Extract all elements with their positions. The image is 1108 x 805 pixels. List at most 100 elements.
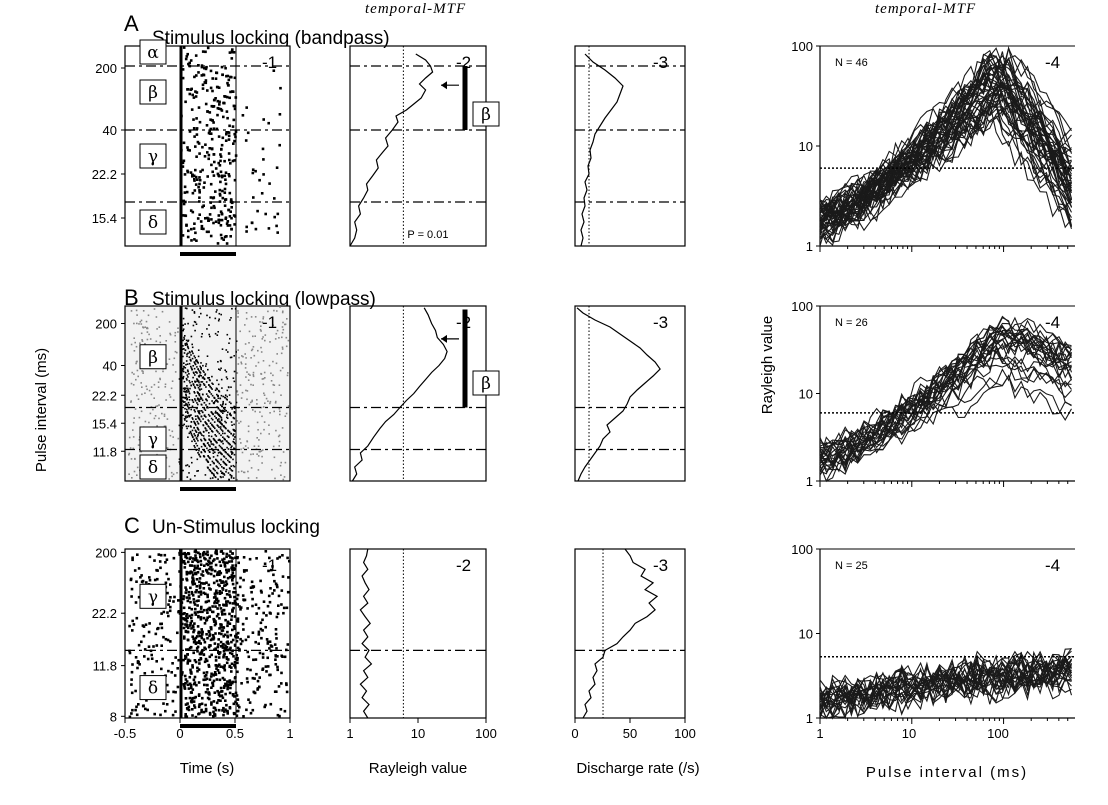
raster-spike [147,630,151,634]
raster-spike [244,139,248,142]
raster-spike [221,430,224,432]
raster-spike [197,71,200,74]
raster-spike [195,418,197,420]
raster-spike [256,688,259,691]
raster-spike [211,431,214,433]
raster-spike [198,191,201,194]
raster-ytick-label: 22.2 [92,167,117,182]
raster-spike [188,432,191,435]
raster-spike [204,657,208,661]
raster-spike [209,196,213,199]
raster-spike [185,377,188,380]
raster-spike [243,598,247,602]
raster-spike [233,447,235,449]
raster-spike [214,434,216,436]
raster-spike [278,384,281,386]
raster-spike [134,457,136,460]
raster-spike [236,372,239,374]
raster-spike [174,334,176,337]
raster-spike [233,643,237,647]
raster-spike [183,635,186,638]
raster-spike [257,445,260,447]
raster-spike [200,451,203,454]
raster-spike [205,600,209,603]
raster-spike [267,121,270,125]
raster-spike [228,124,231,128]
raster-spike [209,316,211,319]
raster-spike [141,579,145,583]
raster-spike [285,412,288,415]
raster-spike [225,409,227,412]
raster-spike [186,385,188,387]
raster-spike [188,350,191,353]
raster-spike [164,386,167,388]
raster-spike [236,646,240,650]
raster-spike [227,560,231,563]
raster-spike [188,614,191,618]
raster-spike [260,636,263,640]
raster-spike [257,455,260,457]
raster-spike [210,443,213,445]
raster-spike [169,640,172,643]
raster-spike [214,632,217,635]
raster-spike [250,401,252,404]
raster-spike [197,590,200,594]
raster-spike [227,459,229,462]
raster-spike [267,310,269,313]
raster-spike [224,396,226,399]
raster-spike [193,433,195,435]
raster-spike [219,564,223,567]
band-arrowhead [441,334,447,343]
raster-spike [187,412,189,414]
raster-spike [263,421,266,423]
raster-spike [266,665,270,668]
raster-spike [140,640,143,644]
raster-spike [214,563,218,567]
raster-spike [236,390,239,392]
raster-spike [232,655,235,658]
raster-spike [184,407,186,410]
raster-spike [212,121,215,124]
raster-spike [201,50,205,53]
raster-spike [193,675,197,679]
raster-spike [193,222,196,225]
raster-spike [276,212,280,216]
raster-spike [256,209,259,213]
raster-spike [172,436,174,438]
raster-spike [205,404,207,406]
raster-spike [183,387,186,390]
raster-spike [207,663,210,667]
raster-spike [225,464,228,466]
raster-spike [165,340,167,342]
raster-spike [208,129,211,132]
raster-spike [230,670,233,673]
raster-spike [260,591,263,594]
raster-spike [228,460,230,463]
raster-spike [212,581,216,585]
raster-ytick-label: 11.8 [93,444,117,459]
raster-spike [223,664,226,667]
raster-spike [187,687,191,690]
raster-spike [230,433,233,435]
raster-spike [283,709,287,713]
raster-spike [230,615,234,618]
raster-spike [282,321,284,324]
raster-spike [197,632,200,635]
raster-spike [279,410,281,413]
raster-spike [168,478,170,480]
raster-spike [200,445,203,448]
raster-spike [187,560,190,564]
raster-spike [194,660,198,664]
raster-spike [226,712,229,715]
raster-spike [194,429,197,432]
raster-spike [194,175,198,179]
raster-spike [173,595,176,599]
raster-spike [261,321,264,324]
raster-spike [184,397,187,400]
raster-spike [219,665,222,668]
raster-spike [227,441,229,444]
raster-spike [285,682,288,685]
raster-spike [230,618,233,621]
raster-spike [274,582,278,586]
raster-spike [194,145,197,148]
